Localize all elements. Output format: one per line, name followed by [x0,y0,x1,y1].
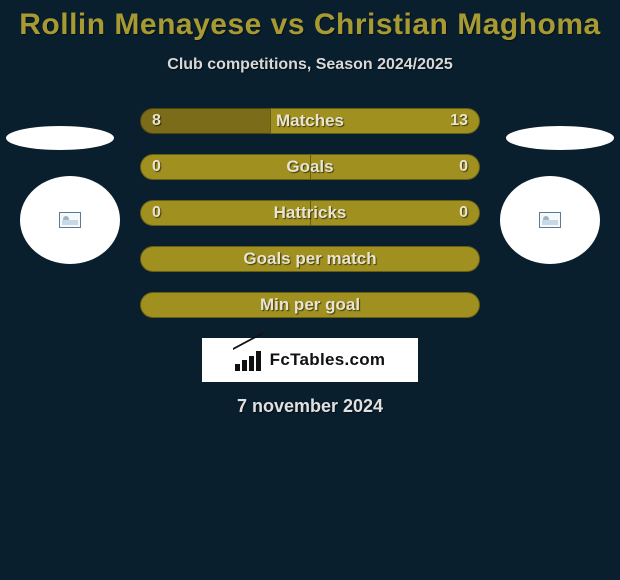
stat-row-min-per-goal: Min per goal [140,292,480,318]
stat-row-matches: 8 13 Matches [140,108,480,134]
stat-left-value: 8 [152,112,161,130]
stat-right-segment [310,154,480,180]
image-placeholder-icon [59,212,81,228]
page-title: Rollin Menayese vs Christian Maghoma [0,8,620,42]
player-left-ellipse [6,126,114,150]
player-right-ellipse [506,126,614,150]
page-subtitle: Club competitions, Season 2024/2025 [0,56,620,74]
stat-right-segment [270,108,480,134]
source-logo-text: FcTables.com [270,350,386,370]
stat-full-segment [140,292,480,318]
stat-left-segment [140,154,310,180]
stat-left-value: 0 [152,158,161,176]
infographic-container: Rollin Menayese vs Christian Maghoma Clu… [0,0,620,580]
comparison-bars: 8 13 Matches 0 0 Goals 0 0 Hattricks Goa… [140,108,480,318]
stat-left-segment [140,200,310,226]
stat-right-segment [310,200,480,226]
fctables-icon [235,349,265,371]
snapshot-date: 7 november 2024 [0,396,620,417]
stat-left-value: 0 [152,204,161,222]
player-left-avatar [20,176,120,264]
image-placeholder-icon [539,212,561,228]
stat-row-goals: 0 0 Goals [140,154,480,180]
player-right-avatar [500,176,600,264]
stat-right-value: 0 [459,204,468,222]
stat-row-hattricks: 0 0 Hattricks [140,200,480,226]
source-logo: FcTables.com [202,338,418,382]
stat-right-value: 13 [450,112,468,130]
stat-full-segment [140,246,480,272]
stat-row-goals-per-match: Goals per match [140,246,480,272]
stat-right-value: 0 [459,158,468,176]
